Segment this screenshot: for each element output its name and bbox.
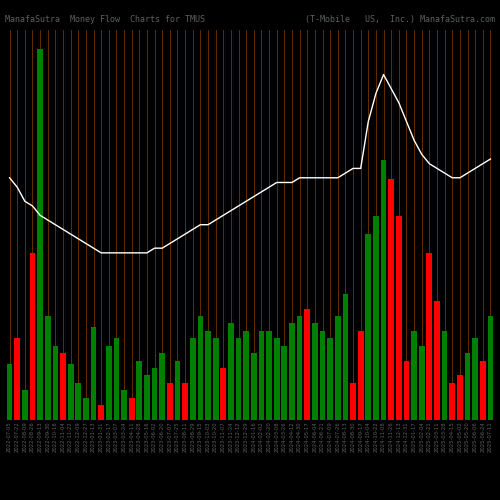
- Bar: [342, 294, 348, 420]
- Bar: [396, 216, 402, 420]
- Bar: [220, 368, 226, 420]
- Bar: [296, 316, 302, 420]
- Bar: [6, 364, 12, 420]
- Bar: [373, 216, 379, 420]
- Bar: [251, 353, 256, 420]
- Bar: [190, 338, 196, 420]
- Bar: [52, 346, 58, 420]
- Bar: [380, 160, 386, 420]
- Bar: [266, 331, 272, 420]
- Bar: [274, 338, 280, 420]
- Bar: [45, 316, 51, 420]
- Bar: [213, 338, 218, 420]
- Bar: [244, 331, 249, 420]
- Bar: [182, 383, 188, 420]
- Bar: [37, 48, 43, 420]
- Bar: [312, 324, 318, 420]
- Bar: [258, 331, 264, 420]
- Bar: [167, 383, 172, 420]
- Bar: [450, 383, 455, 420]
- Bar: [304, 308, 310, 420]
- Bar: [205, 331, 211, 420]
- Bar: [350, 383, 356, 420]
- Bar: [114, 338, 119, 420]
- Bar: [426, 253, 432, 420]
- Bar: [152, 368, 158, 420]
- Bar: [14, 338, 20, 420]
- Bar: [328, 338, 333, 420]
- Bar: [136, 360, 142, 420]
- Bar: [129, 398, 134, 420]
- Bar: [76, 383, 81, 420]
- Bar: [174, 360, 180, 420]
- Bar: [60, 353, 66, 420]
- Bar: [121, 390, 127, 420]
- Bar: [282, 346, 287, 420]
- Bar: [83, 398, 89, 420]
- Bar: [198, 316, 203, 420]
- Bar: [411, 331, 417, 420]
- Bar: [68, 364, 73, 420]
- Bar: [419, 346, 424, 420]
- Bar: [320, 331, 326, 420]
- Bar: [388, 178, 394, 420]
- Bar: [358, 331, 364, 420]
- Bar: [106, 346, 112, 420]
- Bar: [22, 390, 28, 420]
- Bar: [335, 316, 340, 420]
- Bar: [434, 301, 440, 420]
- Text: ManafaSutra  Money Flow  Charts for TMUS: ManafaSutra Money Flow Charts for TMUS: [5, 15, 205, 24]
- Bar: [289, 324, 295, 420]
- Bar: [144, 376, 150, 420]
- Bar: [488, 316, 494, 420]
- Bar: [404, 360, 409, 420]
- Bar: [30, 253, 36, 420]
- Bar: [472, 338, 478, 420]
- Text: (T-Mobile   US,  Inc.) ManafaSutra.com: (T-Mobile US, Inc.) ManafaSutra.com: [305, 15, 495, 24]
- Bar: [457, 376, 463, 420]
- Bar: [228, 324, 234, 420]
- Bar: [90, 327, 96, 420]
- Bar: [236, 338, 242, 420]
- Bar: [464, 353, 470, 420]
- Bar: [98, 405, 104, 420]
- Bar: [160, 353, 165, 420]
- Bar: [366, 234, 371, 420]
- Bar: [480, 360, 486, 420]
- Bar: [442, 331, 448, 420]
